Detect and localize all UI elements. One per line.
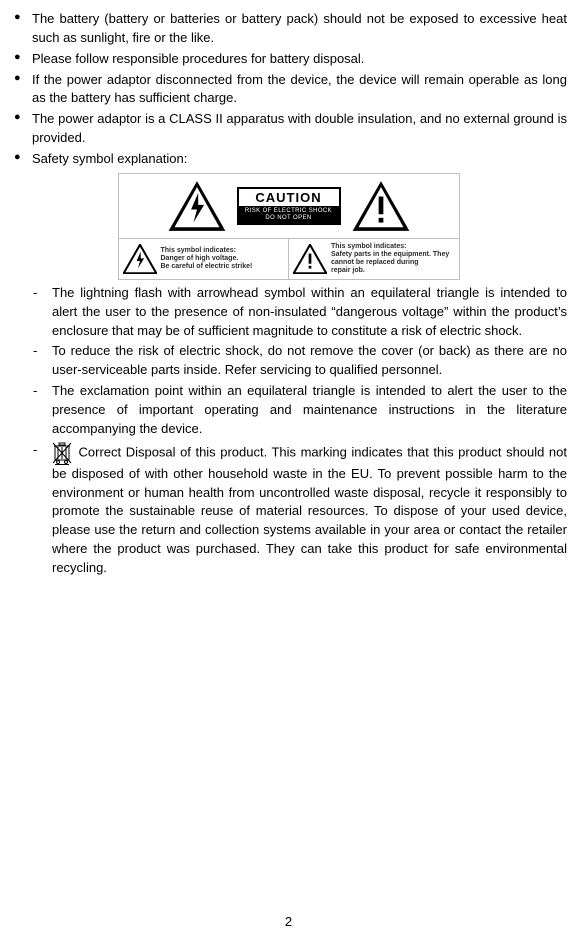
lightning-triangle-icon (167, 180, 227, 232)
page-number: 2 (0, 914, 577, 929)
caution-line: RISK OF ELECTRIC SHOCK (239, 208, 339, 215)
sym-line: This symbol indicates: (331, 243, 449, 251)
caution-title: CAUTION (239, 189, 339, 206)
weee-bin-icon (52, 441, 72, 465)
bullet-list: The battery (battery or batteries or bat… (10, 10, 567, 169)
symbol-text: This symbol indicates: Danger of high vo… (161, 247, 253, 271)
exclamation-triangle-icon (293, 244, 327, 274)
weee-text: Correct Disposal of this product. This m… (52, 444, 567, 575)
dash-item: The lightning flash with arrowhead symbo… (10, 284, 567, 341)
bullet-item: The battery (battery or batteries or bat… (10, 10, 567, 48)
caution-line: DO NOT OPEN (239, 215, 339, 222)
sym-line: repair job. (331, 267, 449, 275)
symbol-cell-right: This symbol indicates: Safety parts in t… (288, 239, 459, 279)
sym-line: Be careful of electric strike! (161, 263, 253, 271)
sym-line: cannot be replaced during (331, 259, 449, 267)
safety-symbol-graphic: CAUTION RISK OF ELECTRIC SHOCK DO NOT OP… (118, 173, 460, 280)
caution-box: CAUTION RISK OF ELECTRIC SHOCK DO NOT OP… (237, 187, 341, 225)
bullet-item: Safety symbol explanation: (10, 150, 567, 169)
sym-line: Danger of high voltage. (161, 255, 253, 263)
symbol-text: This symbol indicates: Safety parts in t… (331, 243, 449, 275)
bullet-item: The power adaptor is a CLASS II apparatu… (10, 110, 567, 148)
bullet-item: If the power adaptor disconnected from t… (10, 71, 567, 109)
dash-item-weee: Correct Disposal of this product. This m… (10, 441, 567, 578)
dash-list: The lightning flash with arrowhead symbo… (10, 284, 567, 578)
exclamation-triangle-icon (351, 180, 411, 232)
document-page: The battery (battery or batteries or bat… (0, 0, 577, 941)
dash-item: The exclamation point within an equilate… (10, 382, 567, 439)
bullet-item: Please follow responsible procedures for… (10, 50, 567, 69)
symbol-cell-left: This symbol indicates: Danger of high vo… (119, 239, 289, 279)
sym-line: Safety parts in the equipment. They (331, 251, 449, 259)
dash-item: To reduce the risk of electric shock, do… (10, 342, 567, 380)
lightning-triangle-icon (123, 244, 157, 274)
caution-row: CAUTION RISK OF ELECTRIC SHOCK DO NOT OP… (119, 174, 459, 239)
symbol-row: This symbol indicates: Danger of high vo… (119, 239, 459, 279)
sym-line: This symbol indicates: (161, 247, 253, 255)
